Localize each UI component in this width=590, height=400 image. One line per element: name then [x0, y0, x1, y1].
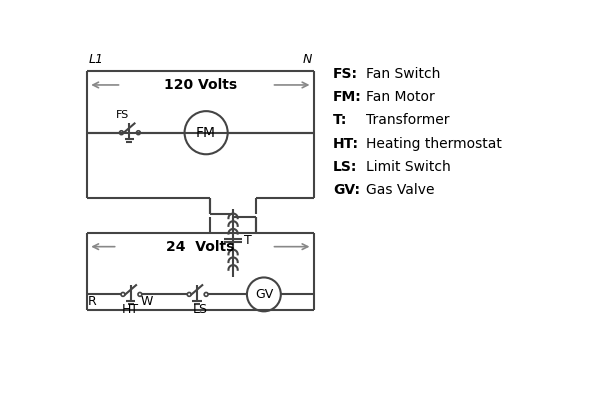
Text: GV: GV: [255, 288, 273, 301]
Text: HT:: HT:: [333, 136, 359, 150]
Text: FM: FM: [196, 126, 216, 140]
Text: FS: FS: [116, 110, 129, 120]
Text: R: R: [87, 295, 96, 308]
Text: Limit Switch: Limit Switch: [366, 160, 450, 174]
Text: L1: L1: [88, 54, 103, 66]
Text: N: N: [303, 54, 312, 66]
Text: LS: LS: [192, 303, 207, 316]
Text: Transformer: Transformer: [366, 114, 449, 128]
Text: 24  Volts: 24 Volts: [166, 240, 235, 254]
Text: FM:: FM:: [333, 90, 362, 104]
Text: T:: T:: [333, 114, 348, 128]
Text: HT: HT: [122, 303, 139, 316]
Text: GV:: GV:: [333, 183, 360, 197]
Text: Heating thermostat: Heating thermostat: [366, 136, 502, 150]
Text: T: T: [244, 234, 251, 247]
Text: LS:: LS:: [333, 160, 358, 174]
Text: Fan Switch: Fan Switch: [366, 67, 440, 81]
Text: FS:: FS:: [333, 67, 358, 81]
Text: Fan Motor: Fan Motor: [366, 90, 434, 104]
Text: W: W: [140, 295, 153, 308]
Text: 120 Volts: 120 Volts: [164, 78, 237, 92]
Text: Gas Valve: Gas Valve: [366, 183, 434, 197]
